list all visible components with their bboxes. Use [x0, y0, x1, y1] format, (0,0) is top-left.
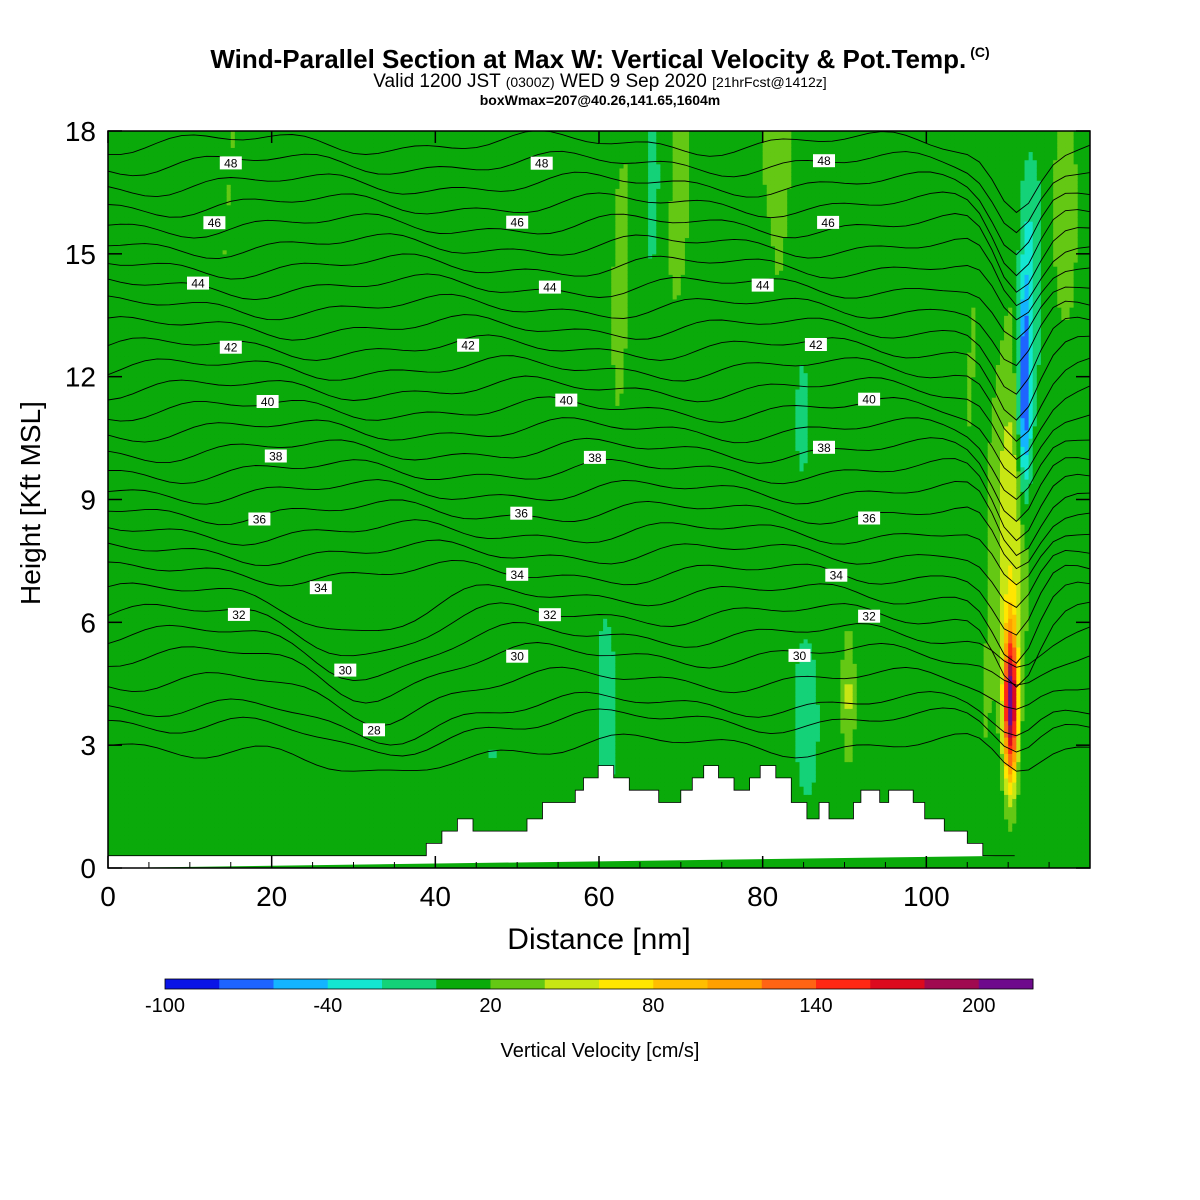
contour-label: 34 [825, 569, 847, 583]
colorbar-swatch [925, 979, 980, 989]
valid-date: WED 9 Sep 2020 [560, 71, 707, 92]
contour-label: 46 [817, 216, 839, 230]
x-axis-label: Distance [nm] [507, 923, 690, 956]
colorbar-swatch [708, 979, 763, 989]
contour-label: 44 [539, 281, 561, 295]
colorbar-tick-label: 140 [799, 995, 832, 1017]
contour-label: 34 [506, 568, 528, 582]
valid-time: Valid 1200 JST [373, 71, 500, 92]
contour-label: 32 [539, 608, 561, 622]
contour-label: 42 [457, 339, 479, 353]
contour-label: 48 [531, 157, 553, 171]
contour-label: 38 [584, 451, 606, 465]
chart-svg: 48 48 4846 46 4644 44 4442 42 4240 40 4038 383836 36… [0, 0, 1200, 1200]
colorbar-tick-label: 20 [479, 995, 501, 1017]
contour-label: 48 [813, 154, 835, 168]
y-tick-label: 9 [80, 485, 96, 516]
vertical-velocity-field [108, 127, 1091, 869]
contour-label: 30 [334, 664, 356, 678]
y-tick-label: 12 [65, 362, 96, 393]
utc-time: (0300Z) [506, 74, 555, 90]
y-tick-label: 0 [80, 853, 96, 884]
colorbar-tick-label: -40 [313, 995, 342, 1017]
contour-label: 40 [858, 393, 880, 407]
colorbar-swatch [165, 979, 220, 989]
colorbar-swatch [599, 979, 654, 989]
y-tick-label: 15 [65, 239, 96, 270]
colorbar-swatch [653, 979, 708, 989]
y-axis-label: Height [Kft MSL] [15, 401, 46, 605]
contour-label: 28 [363, 723, 385, 737]
x-tick-label: 100 [903, 881, 950, 912]
y-tick-label: 3 [80, 730, 96, 761]
colorbar-swatch [491, 979, 546, 989]
x-tick-label: 0 [100, 881, 116, 912]
x-tick-label: 40 [420, 881, 451, 912]
contour-label: 46 [506, 216, 528, 230]
colorbar-swatch [762, 979, 817, 989]
colorbar-swatch [979, 979, 1034, 989]
contour-label: 30 [506, 650, 528, 664]
colorbar-tick-label: -100 [145, 995, 185, 1017]
colorbar-tick-label: 80 [642, 995, 664, 1017]
chart-title-text: Wind-Parallel Section at Max W: Vertical… [210, 44, 966, 74]
contour-label: 34 [310, 581, 332, 595]
colorbar-swatch [219, 979, 274, 989]
contour-label: 42 [220, 341, 242, 355]
contour-label: 38 [265, 450, 287, 464]
x-tick-label: 80 [747, 881, 778, 912]
contour-label: 36 [858, 512, 880, 526]
contour-label: 44 [752, 279, 774, 293]
colorbar-swatch [545, 979, 600, 989]
contour-label: 46 [203, 216, 225, 230]
contour-label: 40 [555, 394, 577, 408]
x-tick-label: 20 [256, 881, 287, 912]
contour-label: 42 [805, 338, 827, 352]
colorbar-label: Vertical Velocity [cm/s] [501, 1040, 700, 1062]
x-tick-label: 60 [583, 881, 614, 912]
chart-subtitle: Valid 1200 JST (0300Z) WED 9 Sep 2020 [2… [0, 72, 1200, 92]
contour-label: 32 [858, 610, 880, 624]
colorbar-swatch [816, 979, 871, 989]
contour-label: 32 [228, 608, 250, 622]
colorbar-swatch [382, 979, 437, 989]
forecast-info: [21hrFcst@1412z] [712, 74, 827, 90]
contour-label: 48 [220, 156, 242, 170]
colorbar-swatch [328, 979, 383, 989]
contour-label: 44 [187, 277, 209, 291]
colorbar-swatch [870, 979, 925, 989]
contour-label: 36 [248, 513, 270, 527]
y-tick-label: 6 [80, 607, 96, 638]
contour-label: 40 [257, 395, 279, 409]
copyright-mark: (C) [970, 44, 989, 60]
colorbar-tick-label: 200 [962, 995, 995, 1017]
colorbar: -100 -40 20 80 140 200 [145, 979, 1034, 1017]
y-tick-label: 18 [65, 116, 96, 147]
colorbar-swatch [274, 979, 329, 989]
colorbar-swatch [436, 979, 491, 989]
contour-label: 36 [510, 507, 532, 521]
box-info: boxWmax=207@40.26,141.65,1604m [0, 92, 1200, 108]
contour-label: 38 [813, 441, 835, 455]
contour-label: 30 [789, 649, 811, 663]
